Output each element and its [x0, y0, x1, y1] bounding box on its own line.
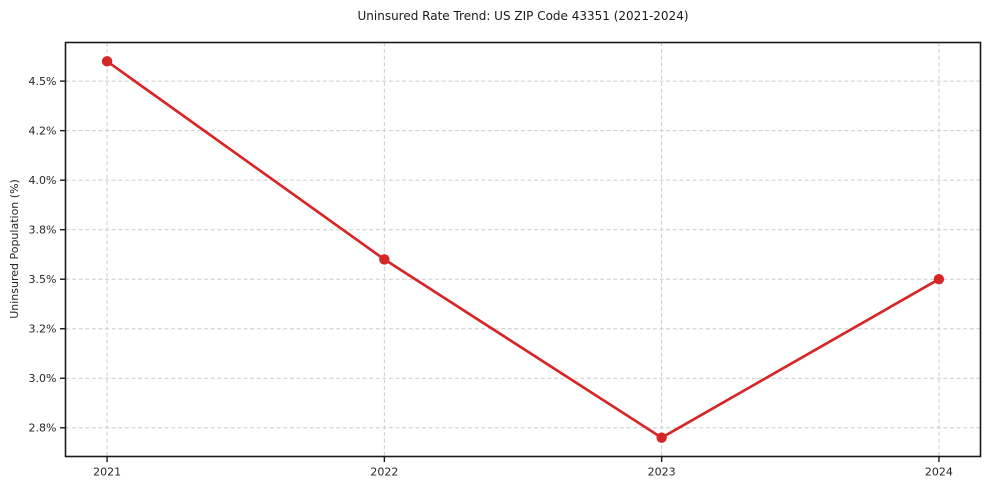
- y-tick-label: 3.2%: [29, 323, 57, 336]
- y-tick-label: 3.5%: [29, 273, 57, 286]
- data-point-marker: [379, 254, 390, 265]
- x-tick-label: 2022: [370, 466, 398, 479]
- x-tick-label: 2024: [925, 466, 953, 479]
- y-tick-label: 3.8%: [29, 223, 57, 236]
- y-tick-label: 3.0%: [29, 372, 57, 385]
- x-tick-label: 2023: [648, 466, 676, 479]
- y-tick-label: 4.0%: [29, 174, 57, 187]
- data-point-marker: [101, 56, 113, 67]
- y-tick-label: 2.8%: [29, 422, 57, 435]
- x-tick-label: 2021: [93, 466, 121, 479]
- y-tick-label: 4.2%: [29, 124, 57, 137]
- data-point-marker: [933, 274, 945, 285]
- trend-line: [105, 59, 941, 440]
- y-tick-label: 4.5%: [29, 75, 57, 88]
- data-point-marker: [656, 432, 667, 443]
- chart-title: Uninsured Rate Trend: US ZIP Code 43351 …: [357, 9, 689, 23]
- axes-frame: [64, 41, 982, 458]
